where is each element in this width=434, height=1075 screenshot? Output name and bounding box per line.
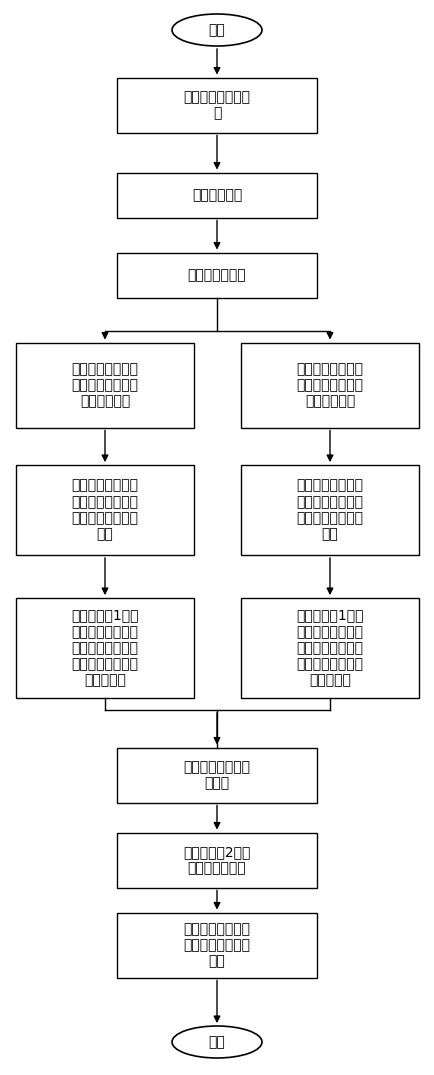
FancyBboxPatch shape	[117, 77, 316, 132]
Text: 结束: 结束	[208, 1035, 225, 1049]
Text: 向标定板投射纵向
正弦条纹并用四步
相移提取相位: 向标定板投射纵向 正弦条纹并用四步 相移提取相位	[296, 362, 363, 408]
FancyBboxPatch shape	[117, 172, 316, 217]
Text: 标定板的选择: 标定板的选择	[191, 188, 242, 202]
Text: 利用公式（1）对
经两次四步相移提
取的相位主値进行
疋加，获得纵向主
値相位信息: 利用公式（1）对 经两次四步相移提 取的相位主値进行 疋加，获得纵向主 値相位信…	[296, 608, 363, 687]
Text: 向标定板投射横向
正弦条纹并用四步
相移提取相位: 向标定板投射横向 正弦条纹并用四步 相移提取相位	[71, 362, 138, 408]
FancyBboxPatch shape	[240, 465, 418, 555]
FancyBboxPatch shape	[117, 832, 316, 888]
Text: 结合公式（2）获
得投影仪坐标图: 结合公式（2）获 得投影仪坐标图	[183, 845, 250, 875]
Text: 利用成熟的相机标
定技术进行投影仪
标定: 利用成熟的相机标 定技术进行投影仪 标定	[183, 921, 250, 969]
FancyBboxPatch shape	[117, 913, 316, 977]
Text: 投射改变初始相位
的横向正弦条纹再
次用四步相移提取
相位: 投射改变初始相位 的横向正弦条纹再 次用四步相移提取 相位	[71, 478, 138, 542]
FancyBboxPatch shape	[16, 598, 194, 698]
Ellipse shape	[171, 14, 261, 46]
FancyBboxPatch shape	[240, 598, 418, 698]
Text: 利用公式（1）对
经两次四步相移提
取的相位主値进行
疋加，获得横向主
値相位信息: 利用公式（1）对 经两次四步相移提 取的相位主値进行 疋加，获得横向主 値相位信…	[71, 608, 138, 687]
FancyBboxPatch shape	[16, 343, 194, 428]
Text: 投射改变初始相位
的纵向正弦条纹再
次用四步相移提取
相位: 投射改变初始相位 的纵向正弦条纹再 次用四步相移提取 相位	[296, 478, 363, 542]
Ellipse shape	[171, 1026, 261, 1058]
Text: 分别展开横向和纵
向相位: 分别展开横向和纵 向相位	[183, 760, 250, 790]
FancyBboxPatch shape	[117, 253, 316, 298]
Text: 拍摄标定板图像: 拍摄标定板图像	[187, 268, 246, 282]
FancyBboxPatch shape	[240, 343, 418, 428]
Text: 开始: 开始	[208, 23, 225, 37]
FancyBboxPatch shape	[16, 465, 194, 555]
Text: 搞建投影仪标定系
统: 搞建投影仪标定系 统	[183, 90, 250, 120]
FancyBboxPatch shape	[117, 747, 316, 803]
